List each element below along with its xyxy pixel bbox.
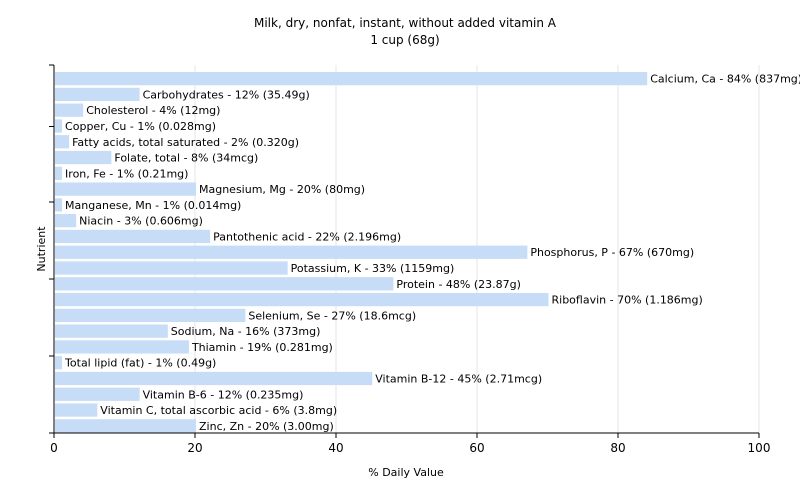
bar <box>55 103 84 117</box>
bar-label: Vitamin B-6 - 12% (0.235mg) <box>143 388 304 401</box>
bar <box>55 356 63 370</box>
bar <box>55 261 288 275</box>
bar <box>55 119 63 133</box>
bar <box>55 387 140 401</box>
bars <box>55 72 648 433</box>
bar-label: Cholesterol - 4% (12mg) <box>86 104 220 117</box>
bar-label: Carbohydrates - 12% (35.49g) <box>143 88 310 101</box>
bar-labels: Calcium, Ca - 84% (837mg) Carbohydrates -… <box>64 73 800 433</box>
bar-label: Protein - 48% (23.87g) <box>396 278 521 291</box>
y-axis-ticks <box>49 64 54 434</box>
bar <box>55 182 196 196</box>
bar <box>55 245 528 259</box>
bar <box>55 166 63 180</box>
bar <box>55 403 98 417</box>
bar-label: Pantothenic acid - 22% (2.196mg) <box>213 230 401 243</box>
chart-subtitle: 1 cup (68g) <box>370 33 439 47</box>
bar-label: Total lipid (fat) - 1% (0.49g) <box>64 357 216 370</box>
bar <box>55 340 189 354</box>
bar <box>55 292 549 307</box>
bar-label: Vitamin C, total ascorbic acid - 6% (3.8… <box>100 404 337 417</box>
x-tick-label: 0 <box>50 441 58 455</box>
x-tick-label: 20 <box>187 441 202 455</box>
bar-label: Phosphorus, P - 67% (670mg) <box>530 246 694 259</box>
bar <box>55 229 211 244</box>
bar-label: Fatty acids, total saturated - 2% (0.320… <box>72 136 299 149</box>
bar-label: Niacin - 3% (0.606mg) <box>79 215 203 228</box>
x-axis-label: % Daily Value <box>368 466 444 479</box>
x-axis-ticks: 0 20 40 60 80 100 <box>50 433 770 455</box>
bar <box>55 214 77 228</box>
bar-label: Selenium, Se - 27% (18.6mcg) <box>248 309 416 322</box>
bar-label: Sodium, Na - 16% (373mg) <box>171 325 321 338</box>
bar <box>55 308 246 322</box>
bar-label: Iron, Fe - 1% (0.21mg) <box>65 167 188 180</box>
chart-title: Milk, dry, nonfat, instant, without adde… <box>254 16 557 30</box>
bar-label: Riboflavin - 70% (1.186mg) <box>552 294 703 307</box>
bar-label: Manganese, Mn - 1% (0.014mg) <box>65 199 241 212</box>
bar-label: Folate, total - 8% (34mcg) <box>114 152 258 165</box>
bar <box>55 371 373 386</box>
y-axis-label: Nutrient <box>35 226 48 272</box>
x-tick-label: 60 <box>469 441 484 455</box>
bar <box>55 72 648 86</box>
bar-label: Thiamin - 19% (0.281mg) <box>191 341 333 354</box>
bar <box>55 150 112 165</box>
bar-label: Zinc, Zn - 20% (3.00mg) <box>199 420 334 433</box>
bar <box>55 419 196 433</box>
bar-label: Potassium, K - 33% (1159mg) <box>291 262 455 275</box>
x-tick-label: 80 <box>610 441 625 455</box>
bar-label: Magnesium, Mg - 20% (80mg) <box>199 183 365 196</box>
x-tick-label: 100 <box>748 441 771 455</box>
bar-label: Vitamin B-12 - 45% (2.71mcg) <box>375 372 542 385</box>
bar-label: Copper, Cu - 1% (0.028mg) <box>65 120 216 133</box>
bar <box>55 324 168 338</box>
bar <box>55 277 394 291</box>
bar <box>55 87 140 102</box>
x-tick-label: 40 <box>328 441 343 455</box>
bar <box>55 198 63 212</box>
bar <box>55 135 70 149</box>
bar-label: Calcium, Ca - 84% (837mg) <box>650 73 800 86</box>
